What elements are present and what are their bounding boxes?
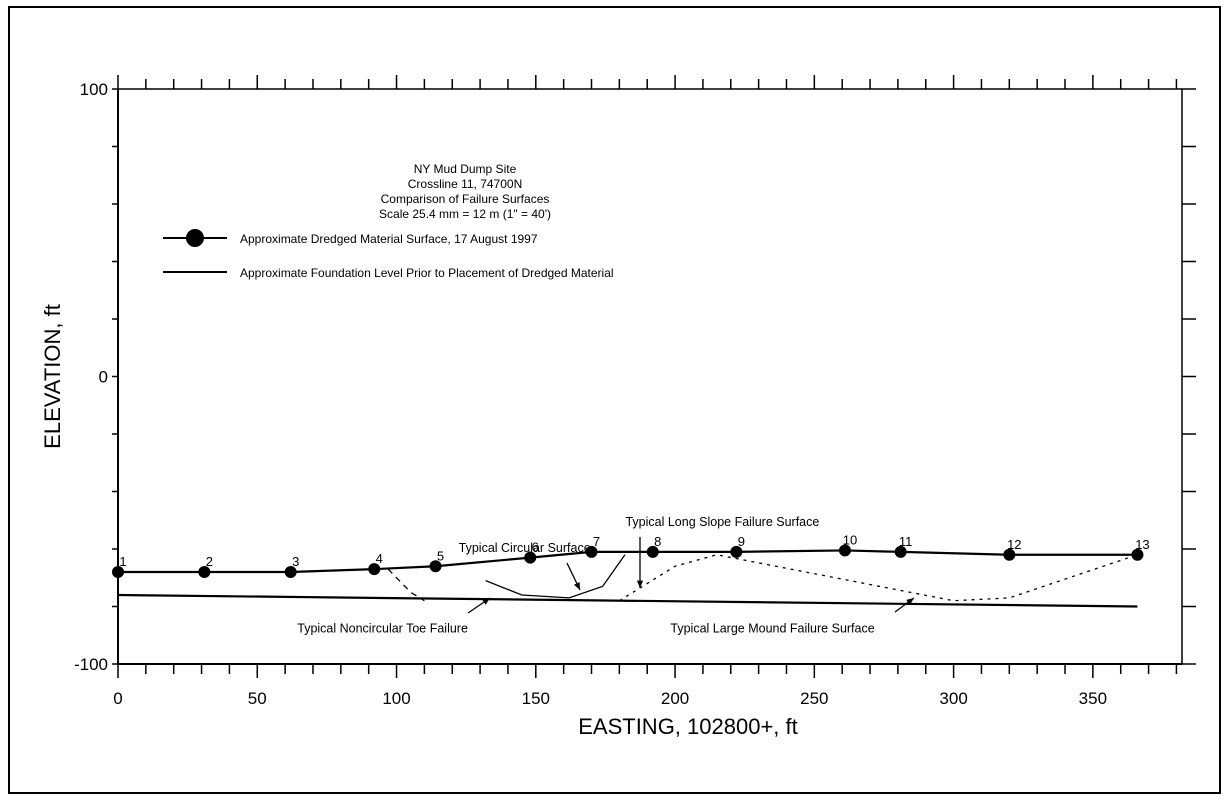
failure-surface-line <box>485 554 626 599</box>
x-tick-label: 50 <box>248 689 267 708</box>
chart-frame <box>8 6 1221 794</box>
x-tick-label: 100 <box>382 689 410 708</box>
point-label: 8 <box>654 534 661 549</box>
annotation-label: Typical Circular Surface <box>459 541 591 555</box>
point-label: 1 <box>119 554 126 569</box>
annotation-label: Typical Large Mound Failure Surface <box>670 621 874 635</box>
point-label: 13 <box>1135 537 1149 552</box>
x-tick-label: 200 <box>661 689 689 708</box>
y-tick-label: 100 <box>80 80 108 99</box>
point-label: 4 <box>376 551 383 566</box>
data-point <box>894 545 907 558</box>
annotation-arrowhead <box>636 580 644 588</box>
series-group: 1 2 3 4 56 7 8 9 10 11 12 13 <box>112 532 1150 608</box>
failure-surface-line <box>619 554 1138 602</box>
point-label: 9 <box>738 534 745 549</box>
annotations: Typical Long Slope Failure Surface Typica… <box>297 515 915 635</box>
annotation-arrowhead <box>906 598 914 605</box>
chart-title-line: Crossline 11, 74700N <box>408 177 523 191</box>
point-label: 12 <box>1007 537 1021 552</box>
point-label: 3 <box>292 554 299 569</box>
chart-title-line: Comparison of Failure Surfaces <box>381 192 550 206</box>
data-point <box>112 566 124 578</box>
x-tick-label: 0 <box>113 689 122 708</box>
point-label: 2 <box>206 554 213 569</box>
axes: 0 50 100 150 200 250 300 350 -100 0 100 EASTING, 10… <box>40 75 1196 739</box>
data-point <box>838 544 851 557</box>
data-point <box>1003 548 1016 561</box>
annotation-label: Typical Long Slope Failure Surface <box>625 515 819 529</box>
data-point <box>730 545 743 558</box>
x-tick-label: 300 <box>939 689 967 708</box>
data-point <box>524 551 537 564</box>
chart-title-line: Scale 25.4 mm = 12 m (1" = 40') <box>379 207 551 221</box>
point-label: 7 <box>593 534 600 549</box>
annotation-label: Typical Noncircular Toe Failure <box>297 621 468 635</box>
x-axis-title: EASTING, 102800+, ft <box>578 714 798 739</box>
x-tick-label: 150 <box>522 689 550 708</box>
legend: Approximate Dredged Material Surface, 17… <box>163 229 614 280</box>
chart-title-line: NY Mud Dump Site <box>414 162 517 176</box>
data-point <box>1131 548 1144 561</box>
data-point <box>429 560 442 573</box>
y-tick-label: -100 <box>74 655 108 674</box>
data-point <box>585 545 598 558</box>
legend-label: Approximate Dredged Material Surface, 17… <box>240 232 538 246</box>
data-point <box>368 563 381 576</box>
legend-label: Approximate Foundation Level Prior to Pl… <box>240 266 614 280</box>
series-line-dredged-surface <box>118 549 1138 574</box>
series-line-foundation <box>117 593 1138 608</box>
x-tick-label: 350 <box>1079 689 1107 708</box>
annotation-arrowhead <box>482 598 490 605</box>
point-label: 10 <box>843 532 857 547</box>
point-label: 6 <box>532 540 539 555</box>
failure-surface-line <box>387 568 425 602</box>
x-tick-label: 250 <box>800 689 828 708</box>
point-label: 5 <box>437 548 444 563</box>
legend-circle-marker <box>186 229 204 247</box>
data-point <box>646 545 659 558</box>
y-axis-title: ELEVATION, ft <box>40 304 65 449</box>
y-tick-label: 0 <box>99 368 108 387</box>
annotation-arrowhead <box>573 582 580 590</box>
data-point <box>198 566 211 578</box>
data-point <box>284 566 297 578</box>
point-label: 11 <box>899 534 913 549</box>
